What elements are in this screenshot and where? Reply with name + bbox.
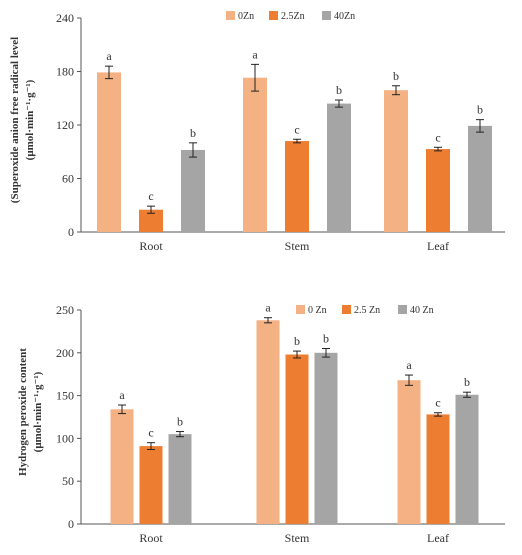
y-tick-label: 240: [56, 11, 74, 25]
y-tick-label: 180: [56, 65, 74, 79]
x-tick-label: Leaf: [427, 531, 449, 545]
legend-swatch: [398, 305, 407, 314]
significance-letter: a: [406, 358, 412, 372]
significance-letter: b: [393, 69, 399, 83]
x-tick-label: Stem: [285, 531, 310, 545]
bar: [139, 209, 163, 232]
x-tick-label: Stem: [285, 239, 310, 253]
y-axis-unit-label: (μmol·min⁻¹·g⁻¹): [32, 371, 44, 452]
significance-letter: b: [464, 375, 470, 389]
legend-swatch: [322, 11, 331, 20]
significance-letter: a: [106, 49, 112, 63]
significance-letter: c: [435, 130, 440, 144]
bar: [426, 414, 450, 524]
legend-swatch: [269, 11, 278, 20]
bar: [243, 77, 267, 232]
legend-swatch: [226, 11, 235, 20]
bar: [139, 446, 163, 524]
y-tick-label: 0: [68, 225, 74, 239]
significance-letter: b: [336, 83, 342, 97]
legend-label: 2.5Zn: [281, 11, 305, 22]
significance-letter: b: [190, 126, 196, 140]
legend-label: 2.5 Zn: [354, 305, 380, 316]
y-tick-label: 100: [56, 431, 74, 445]
y-tick-label: 60: [62, 172, 74, 186]
significance-letter: a: [252, 47, 258, 61]
bar: [468, 125, 492, 232]
legend-swatch: [296, 305, 305, 314]
y-tick-label: 120: [56, 118, 74, 132]
bar: [110, 409, 134, 524]
significance-letter: b: [323, 332, 329, 346]
bar: [384, 90, 408, 232]
bar: [181, 149, 205, 232]
significance-letter: c: [294, 122, 299, 136]
x-tick-label: Root: [139, 239, 163, 253]
significance-letter: b: [177, 415, 183, 429]
y-tick-label: 0: [68, 517, 74, 531]
bar: [285, 354, 309, 524]
bar: [285, 141, 309, 232]
y-tick-label: 250: [56, 303, 74, 317]
y-tick-label: 50: [62, 474, 74, 488]
bar: [314, 352, 338, 524]
y-axis-label: (Superoxide anion free radical level: [9, 37, 21, 203]
significance-letter: b: [294, 334, 300, 348]
chart-1: 0 60 120 180 240 (Superoxide anion free radic…: [9, 11, 505, 253]
legend-label: 40 Zn: [410, 305, 434, 316]
bar: [327, 103, 351, 232]
y-axis-label: Hydrogen peroxide content: [17, 348, 29, 476]
x-tick-label: Leaf: [427, 239, 449, 253]
chart-2: 0 50 100 150 200 250 Hydrogen peroxide content…: [17, 301, 505, 545]
legend-label: 0 Zn: [308, 305, 327, 316]
legend-label: 40Zn: [334, 11, 355, 22]
bar: [455, 394, 479, 524]
y-tick-label: 200: [56, 346, 74, 360]
bar: [426, 149, 450, 232]
x-tick-label: Root: [139, 531, 163, 545]
significance-letter: a: [119, 388, 125, 402]
legend-label: 0Zn: [238, 11, 254, 22]
significance-letter: c: [148, 426, 153, 440]
significance-letter: a: [265, 301, 271, 315]
bar: [397, 380, 421, 524]
y-axis-unit-label: (μmol·min⁻¹·g⁻¹): [24, 79, 36, 160]
bar: [97, 72, 121, 233]
significance-letter: c: [435, 396, 440, 410]
bar: [168, 434, 192, 524]
significance-letter: b: [477, 103, 483, 117]
bar: [256, 320, 280, 524]
significance-letter: c: [148, 189, 153, 203]
legend-swatch: [342, 305, 351, 314]
y-tick-label: 150: [56, 389, 74, 403]
